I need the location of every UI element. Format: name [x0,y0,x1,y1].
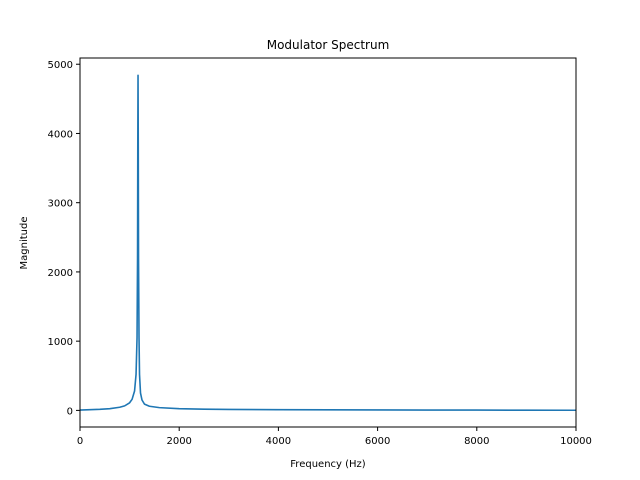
x-axis-label: Frequency (Hz) [290,459,366,470]
x-tick-label: 2000 [166,436,191,447]
x-tick-label: 0 [77,436,83,447]
x-tick-label: 4000 [266,436,291,447]
x-tick-label: 10000 [560,436,592,447]
y-axis-label: Magnitude [19,217,30,270]
y-tick-label: 2000 [48,268,73,279]
y-tick-label: 1000 [48,337,73,348]
y-tick-label: 3000 [48,199,73,210]
chart-title: Modulator Spectrum [267,38,390,52]
x-tick-label: 6000 [365,436,390,447]
x-axis: 0 2000 4000 6000 8000 10000 [77,427,592,447]
y-tick-label: 4000 [48,129,73,140]
x-tick-label: 8000 [464,436,489,447]
y-tick-label: 0 [67,406,73,417]
y-axis: 0 1000 2000 3000 4000 5000 [48,60,80,417]
plot-frame [79,57,577,428]
plot-area [79,74,577,412]
y-tick-label: 5000 [48,60,73,71]
series-line [79,74,577,412]
